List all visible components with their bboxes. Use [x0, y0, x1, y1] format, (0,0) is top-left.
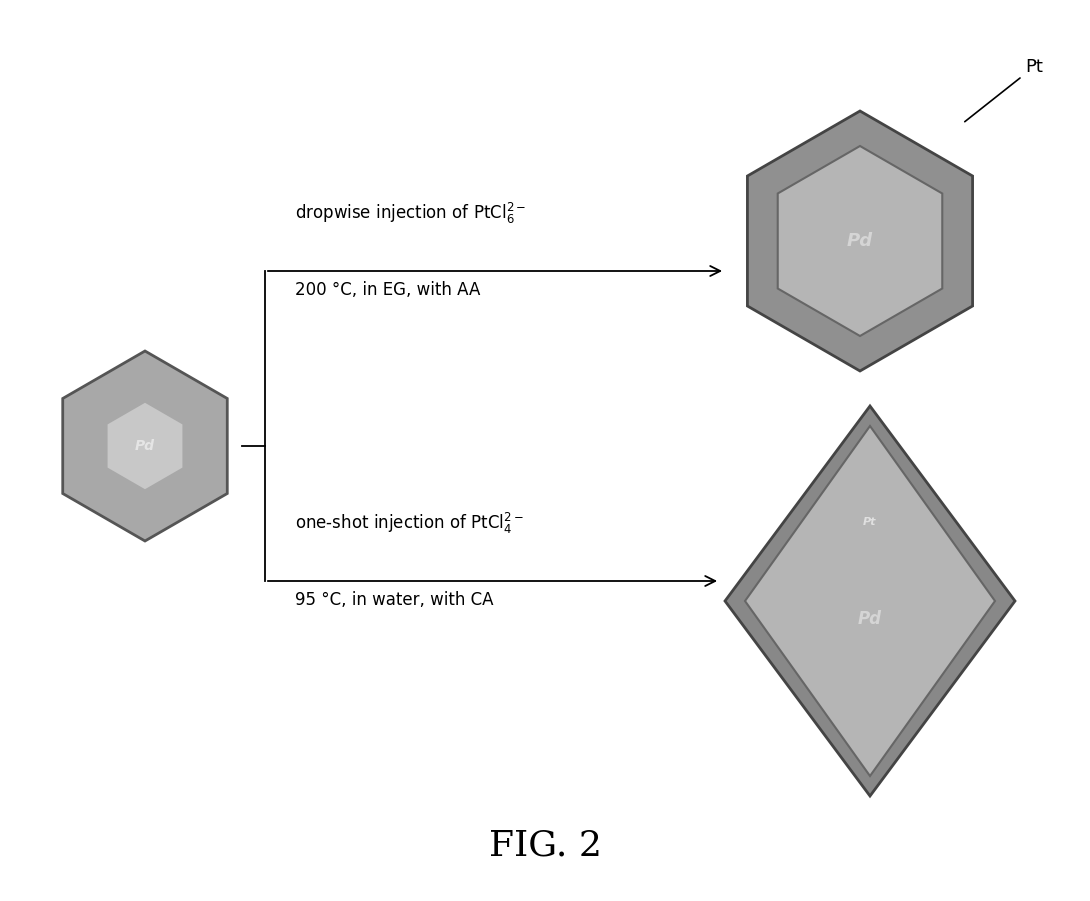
Polygon shape [744, 426, 995, 776]
Text: Pt: Pt [863, 517, 876, 527]
Text: Pd: Pd [847, 232, 873, 250]
Polygon shape [63, 351, 228, 541]
Polygon shape [725, 406, 1015, 796]
Text: Pt: Pt [965, 58, 1043, 122]
Text: one-shot injection of PtCl$_4^{2-}$: one-shot injection of PtCl$_4^{2-}$ [295, 511, 524, 536]
Text: Pd: Pd [135, 439, 155, 453]
Text: 95 °C, in water, with CA: 95 °C, in water, with CA [295, 591, 494, 609]
Polygon shape [748, 111, 972, 371]
Polygon shape [778, 146, 942, 336]
Text: FIG. 2: FIG. 2 [488, 829, 602, 863]
Text: dropwise injection of PtCl$_6^{2-}$: dropwise injection of PtCl$_6^{2-}$ [295, 201, 526, 226]
Text: Pd: Pd [858, 609, 882, 627]
Text: 200 °C, in EG, with AA: 200 °C, in EG, with AA [295, 281, 481, 299]
Polygon shape [108, 403, 182, 489]
